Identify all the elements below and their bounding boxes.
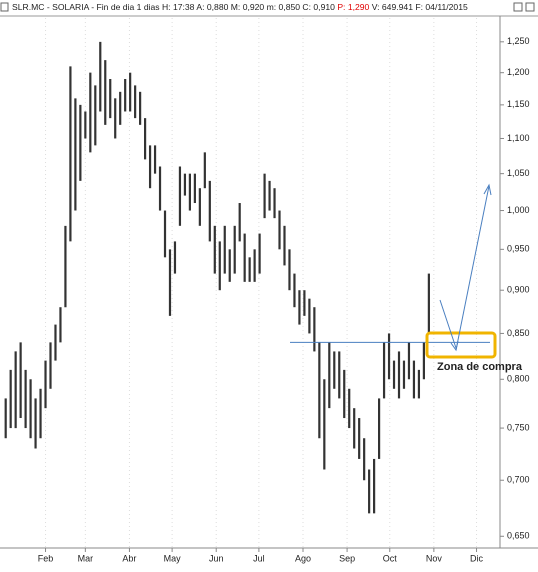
arrow-down xyxy=(439,299,457,349)
x-tick-label: Nov xyxy=(426,553,443,563)
y-tick-label: 0,950 xyxy=(507,244,530,254)
x-tick-label: Oct xyxy=(383,553,398,563)
y-tick-label: 0,900 xyxy=(507,285,530,295)
y-tick-label: 0,850 xyxy=(507,328,530,338)
y-tick-label: 1,250 xyxy=(507,36,530,46)
header-text: V: 649.941 F: 04/11/2015 xyxy=(369,2,468,12)
x-tick-label: Jul xyxy=(253,553,265,563)
x-tick-label: Jun xyxy=(209,553,224,563)
y-tick-label: 0,700 xyxy=(507,475,530,485)
x-tick-label: Feb xyxy=(38,553,54,563)
menu-icon[interactable] xyxy=(0,2,9,12)
x-tick-label: Sep xyxy=(339,553,355,563)
y-tick-label: 1,150 xyxy=(507,99,530,109)
y-tick-label: 1,050 xyxy=(507,168,530,178)
x-tick-label: Dic xyxy=(470,553,483,563)
header-text: SLR.MC - SOLARIA - Fin de dia 1 dias H: … xyxy=(12,2,337,12)
x-tick-label: May xyxy=(164,553,182,563)
arrow-up xyxy=(455,185,490,351)
annotation: Zona de compra xyxy=(437,361,523,373)
y-tick-label: 0,750 xyxy=(507,422,530,432)
chart-header: SLR.MC - SOLARIA - Fin de dia 1 dias H: … xyxy=(12,2,468,12)
header-highlight: P: 1,290 xyxy=(337,2,369,12)
y-tick-label: 0,800 xyxy=(507,374,530,384)
x-tick-label: Mar xyxy=(78,553,94,563)
y-tick-label: 1,000 xyxy=(507,205,530,215)
x-tick-label: Ago xyxy=(295,553,311,563)
x-tick-label: Abr xyxy=(122,553,136,563)
y-tick-label: 0,650 xyxy=(507,531,530,541)
y-tick-label: 1,200 xyxy=(507,67,530,77)
close-icon[interactable] xyxy=(525,2,535,12)
y-tick-label: 1,100 xyxy=(507,133,530,143)
buy-zone-box xyxy=(425,331,497,359)
arrow-head xyxy=(483,183,492,196)
window-icon[interactable] xyxy=(513,2,523,12)
